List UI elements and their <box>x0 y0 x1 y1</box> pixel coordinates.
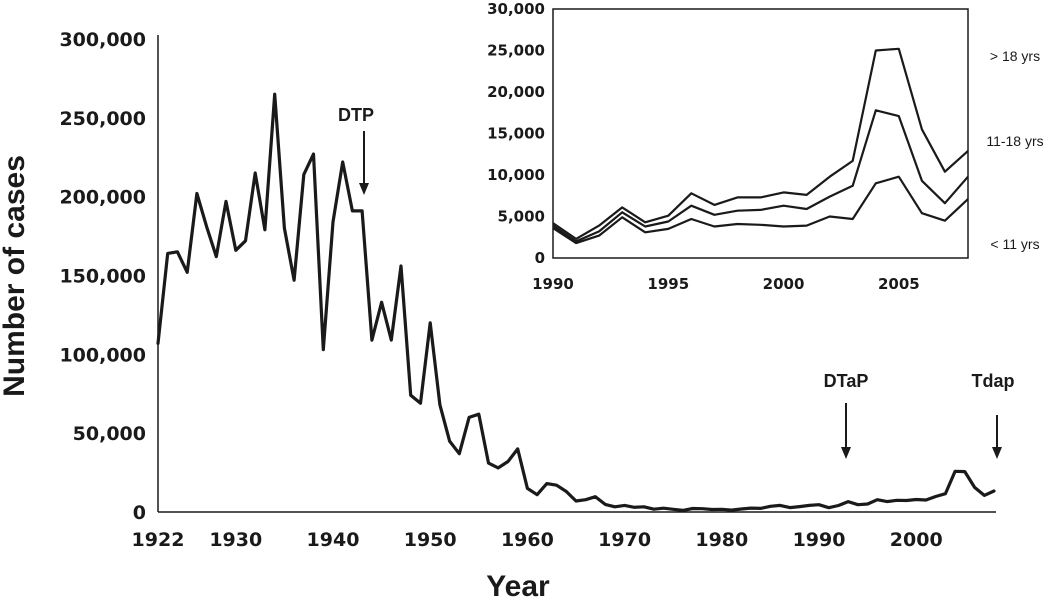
main-x-tick-label: 2000 <box>890 529 943 551</box>
inset-y-tick-label: 30,000 <box>487 0 545 18</box>
inset-y-tick-label: 15,000 <box>487 125 545 143</box>
main-x-tick-label: 1980 <box>695 529 748 551</box>
inset-x-tick-label: 2000 <box>763 275 805 293</box>
main-x-tick-label: 1960 <box>501 529 554 551</box>
inset-series-label: > 18 yrs <box>990 48 1040 64</box>
inset-chart: 0 5,000 10,000 15,000 20,000 25,000 30,000 1990… <box>487 0 1044 293</box>
inset-y-tick-label: 10,000 <box>487 166 545 184</box>
inset-series-line-0 <box>552 47 969 240</box>
main-x-tick-label: 1930 <box>209 529 262 551</box>
inset-x-tick-label: 2005 <box>878 275 920 293</box>
inset-y-tick-label: 0 <box>535 249 545 267</box>
main-x-tick-label: 1940 <box>307 529 360 551</box>
inset-series-label: 11-18 yrs <box>986 133 1043 149</box>
main-series-line <box>156 92 996 512</box>
inset-y-tick-label: 5,000 <box>498 208 545 226</box>
annotation-tdap-label: Tdap <box>972 371 1015 391</box>
main-y-axis-title: Number of cases <box>0 155 31 397</box>
main-y-tick-label: 0 <box>133 502 146 524</box>
main-chart: Year Number of cases 0 50,000 100,000 150,0… <box>0 29 1015 600</box>
main-y-tick-label: 250,000 <box>59 108 146 130</box>
inset-x-tick-label: 1990 <box>532 275 574 293</box>
main-y-tick-label: 50,000 <box>73 423 146 445</box>
inset-series-line-1 <box>552 109 969 243</box>
annotation-dtap-arrow-head <box>841 447 851 459</box>
annotation-dtp-label: DTP <box>338 105 374 125</box>
main-x-tick-label: 1922 <box>132 529 185 551</box>
main-y-tick-label: 100,000 <box>59 344 146 366</box>
inset-series-label: < 11 yrs <box>990 236 1039 252</box>
inset-y-tick-label: 25,000 <box>487 42 545 60</box>
annotation-dtap-label: DTaP <box>824 371 869 391</box>
annotation-dtp-arrow-head <box>359 183 369 195</box>
main-x-tick-label: 1990 <box>793 529 846 551</box>
main-x-tick-label: 1970 <box>598 529 651 551</box>
inset-y-tick-label: 20,000 <box>487 83 545 101</box>
main-x-axis-title: Year <box>486 570 550 600</box>
main-y-tick-label: 150,000 <box>59 266 146 288</box>
main-y-tick-label: 200,000 <box>59 187 146 209</box>
main-y-tick-label: 300,000 <box>59 29 146 51</box>
inset-series-line-2 <box>552 175 969 245</box>
main-x-tick-label: 1950 <box>404 529 457 551</box>
annotation-tdap-arrow-head <box>992 447 1002 459</box>
inset-x-tick-label: 1995 <box>647 275 689 293</box>
